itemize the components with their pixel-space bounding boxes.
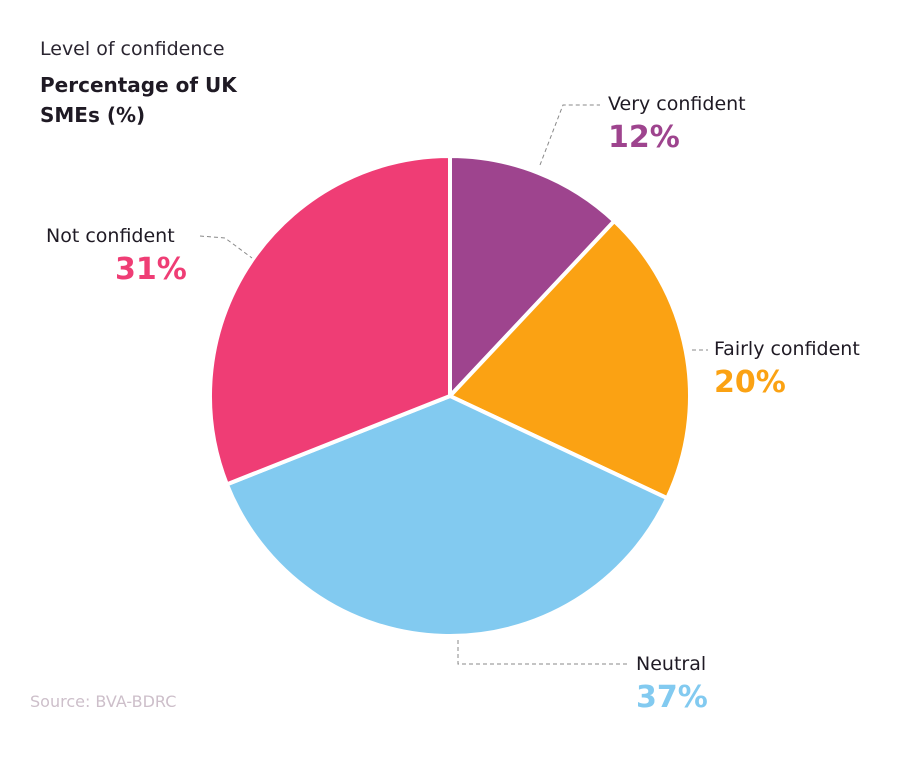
value-not-confident: 31%	[115, 252, 187, 287]
pie-slice-neutral	[224, 394, 670, 638]
chart-subtitle: Percentage of UK SMEs (%)	[40, 73, 237, 127]
leader-line-not-confident	[199, 235, 253, 259]
value-fairly-confident: 20%	[714, 365, 786, 400]
pie-slice-fairly-confident	[448, 219, 692, 501]
value-very-confident: 12%	[608, 120, 680, 155]
chart-title: Level of confidence	[40, 38, 225, 60]
value-neutral: 37%	[636, 680, 708, 715]
leader-line-very-confident	[539, 104, 600, 166]
label-not-confident: Not confident	[46, 225, 175, 247]
label-very-confident: Very confident	[608, 93, 746, 115]
label-neutral: Neutral	[636, 653, 707, 675]
leader-line-neutral	[457, 640, 628, 665]
pie-slice-not-confident	[208, 154, 452, 487]
pie-slice-very-confident	[448, 154, 617, 398]
label-fairly-confident: Fairly confident	[714, 338, 860, 360]
source-note: Source: BVA-BDRC	[30, 692, 177, 711]
